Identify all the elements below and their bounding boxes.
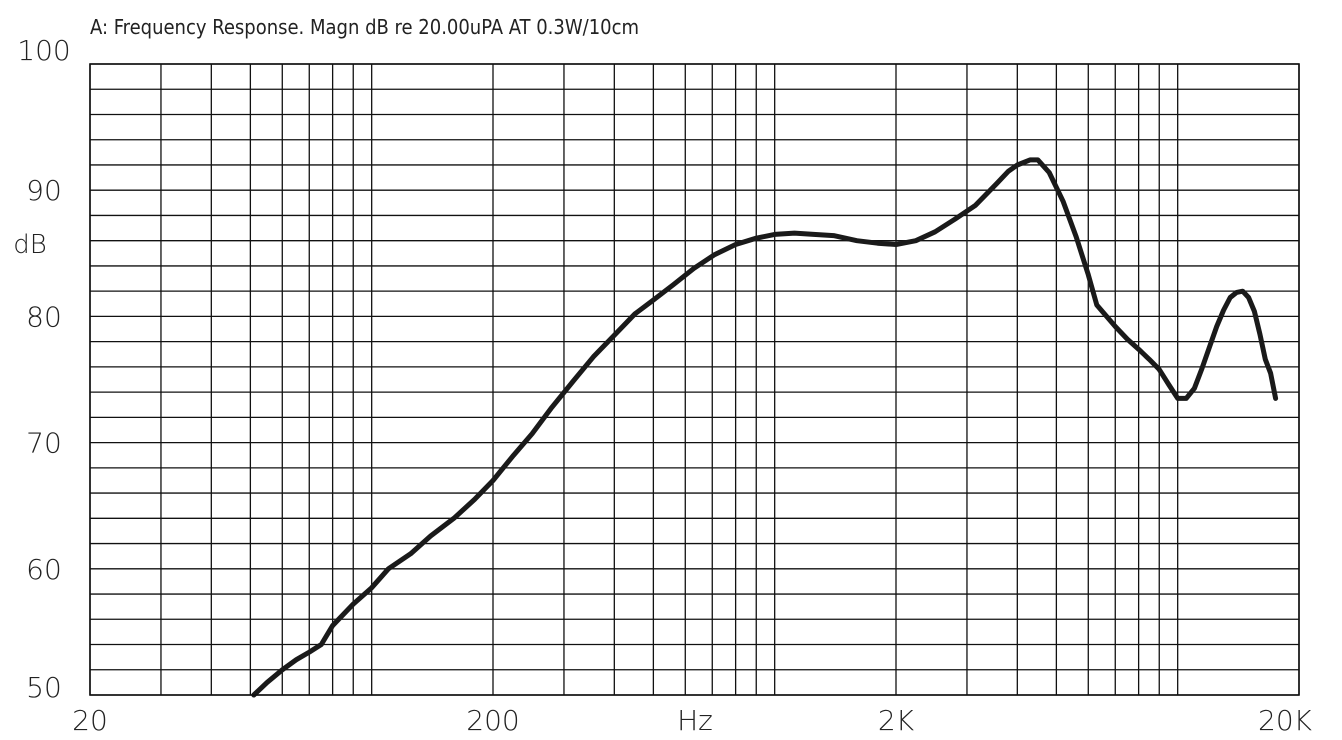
chart-title: A: Frequency Response. Magn dB re 20.00u… — [90, 15, 639, 39]
response-curve — [251, 157, 1279, 698]
x-tick-label: 2K — [878, 704, 915, 737]
y-tick-label: 60 — [26, 553, 62, 586]
x-tick-label: 20 — [72, 704, 108, 737]
tick-labels: 100 90 80 70 60 50 20 200 2K 20K — [17, 34, 1312, 737]
y-tick-label: 50 — [26, 671, 62, 704]
y-tick-label: 70 — [26, 427, 62, 460]
y-tick-label: 100 — [17, 34, 70, 67]
series-layer — [251, 157, 1279, 698]
plot-frame — [89, 63, 1300, 696]
x-tick-label: 20K — [1258, 704, 1313, 737]
y-axis-label: dB — [13, 230, 47, 260]
y-tick-label: 90 — [26, 174, 62, 207]
x-tick-label: 200 — [466, 704, 519, 737]
x-axis-label: Hz — [677, 704, 713, 737]
y-tick-label: 80 — [26, 300, 62, 333]
grid — [89, 63, 1300, 696]
